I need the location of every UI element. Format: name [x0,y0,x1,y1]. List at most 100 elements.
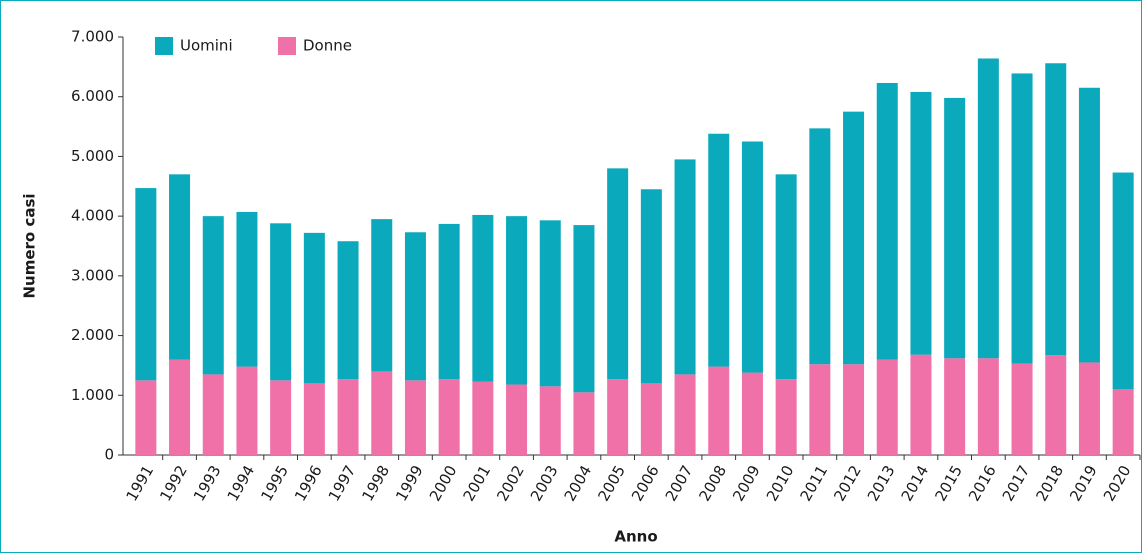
bar [674,374,696,455]
bar [337,241,359,380]
y-tick-label: 7.000 [71,28,114,46]
bar [1045,63,1067,356]
y-tick-label: 5.000 [71,147,114,165]
bar [843,364,865,455]
x-tick-label: 2000 [426,462,461,504]
bar [236,211,258,367]
x-tick-label: 1998 [358,462,393,504]
legend-swatch [278,37,296,55]
bar [1045,355,1067,455]
x-tick-label: 2011 [797,462,832,504]
bar [270,380,292,455]
x-tick-label: 2008 [695,462,730,504]
bar [472,381,494,455]
bar [573,225,595,393]
bar [910,91,932,355]
legend-label: Uomini [180,37,233,55]
bar [371,371,393,455]
x-tick-label: 2020 [1100,462,1135,504]
bar [438,223,460,380]
bar [472,214,494,382]
bar [303,383,325,455]
x-tick-label: 1995 [257,462,292,504]
bar [169,174,191,360]
bar [775,174,797,380]
bar [775,379,797,455]
x-tick-label: 2001 [460,462,495,504]
bar [809,364,831,455]
bar [876,359,898,455]
bar [337,379,359,455]
bar [573,392,595,455]
x-axis-label: Anno [614,528,657,546]
bar [539,220,561,387]
bar [404,232,426,381]
x-tick-label: 2016 [965,462,1000,504]
bar [1112,172,1134,390]
bar [843,111,865,365]
bar [944,358,966,455]
bar [270,223,292,381]
bar [876,82,898,360]
bar [169,359,191,455]
bar [977,358,999,455]
bar [708,366,730,455]
x-tick-label: 1991 [123,462,158,504]
bar [607,168,629,380]
bar [741,372,763,455]
x-tick-label: 2014 [898,462,933,504]
bar [1011,73,1033,364]
bar [506,216,528,385]
x-tick-label: 2007 [662,462,697,504]
bar [303,232,325,384]
y-axis-label: Numero casi [21,193,39,298]
bar [1011,363,1033,455]
x-tick-label: 2005 [594,462,629,504]
x-tick-label: 2015 [931,462,966,504]
bar [202,374,224,455]
x-tick-label: 2019 [1066,462,1101,504]
y-tick-label: 1.000 [71,386,114,404]
bar [135,380,157,455]
x-tick-label: 2006 [628,462,663,504]
bar [741,141,763,373]
x-tick-label: 1994 [224,462,259,504]
x-tick-label: 1996 [291,462,326,504]
bar [236,366,258,455]
bar [809,128,831,365]
x-tick-label: 2002 [493,462,528,504]
x-tick-label: 2010 [763,462,798,504]
bar [1078,362,1100,455]
bar [539,386,561,455]
bar [404,380,426,455]
legend-swatch [155,37,173,55]
bar [640,189,662,384]
x-tick-label: 2009 [729,462,764,504]
x-tick-label: 1997 [325,462,360,504]
y-tick-label: 2.000 [71,326,114,344]
x-tick-label: 2017 [999,462,1034,504]
bar [506,384,528,455]
bar [135,188,157,381]
x-tick-label: 2018 [1032,462,1067,504]
x-tick-label: 1999 [392,462,427,504]
y-tick-label: 0 [104,446,114,464]
y-tick-label: 3.000 [71,266,114,284]
x-tick-label: 2004 [561,462,596,504]
y-tick-label: 4.000 [71,207,114,225]
x-tick-label: 2013 [864,462,899,504]
bar [944,97,966,359]
y-tick-label: 6.000 [71,87,114,105]
bar [438,379,460,455]
bar [1078,87,1100,363]
legend-label: Donne [303,37,352,55]
x-tick-label: 2003 [527,462,562,504]
bar [910,354,932,455]
bar [1112,389,1134,455]
x-tick-label: 1992 [156,462,191,504]
bar [977,58,999,359]
bar [708,133,730,367]
bar [607,379,629,455]
bar [202,216,224,375]
